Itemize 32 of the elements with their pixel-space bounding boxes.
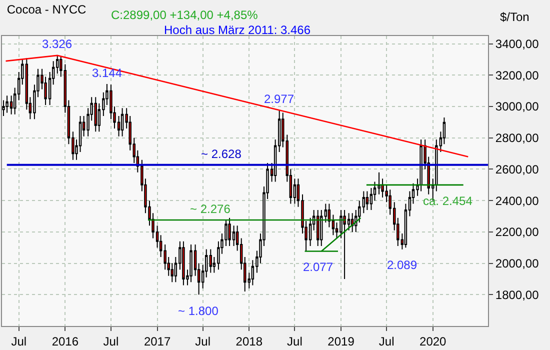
y-tick-label: 2000,00 [495, 256, 540, 270]
x-tick-label: 2019 [328, 334, 355, 348]
annotation: 2.077 [303, 260, 334, 274]
annotation: ~ 2.276 [190, 202, 231, 216]
annotation: 3.326 [42, 37, 72, 51]
y-tick-label: 2200,00 [495, 225, 540, 240]
x-tick-label: 2020 [420, 334, 447, 348]
y-tick-label: 1800,00 [495, 288, 540, 302]
x-tick-label: 2017 [144, 334, 171, 348]
y-tick-label: 3200,00 [495, 68, 540, 82]
annotation: ~ 1.800 [178, 304, 219, 318]
annotation: 2.977 [264, 92, 294, 106]
x-tick-label: Jul [378, 334, 394, 348]
text: C:2899,00 +134,00 +4,85% [111, 8, 258, 22]
x-tick-label: Jul [287, 334, 302, 348]
annotation: 3.144 [92, 66, 122, 80]
x-tick-label: 2016 [52, 334, 79, 348]
annotation: ca. 2.454 [423, 194, 473, 208]
annotation: Hoch aus März 2011: 3.466 [164, 23, 311, 37]
x-tick-label: Jul [103, 334, 119, 348]
y-tick-label: 2600,00 [495, 162, 540, 176]
y-tick-label: 2800,00 [495, 131, 540, 146]
x-tick-label: Jul [11, 334, 27, 348]
x-tick-label: Jul [195, 334, 211, 348]
y-tick-label: 3400,00 [495, 37, 540, 52]
y-tick-label: 3000,00 [495, 100, 540, 114]
ref-line-label: ~ 2.628 [201, 147, 242, 161]
x-tick-label: 2018 [236, 334, 263, 348]
y-axis-title: $/Ton [500, 10, 530, 24]
chart-title: Cocoa - NYCC [6, 2, 87, 17]
y-tick-label: 2400,00 [495, 194, 540, 208]
annotation: 2.089 [387, 258, 418, 272]
